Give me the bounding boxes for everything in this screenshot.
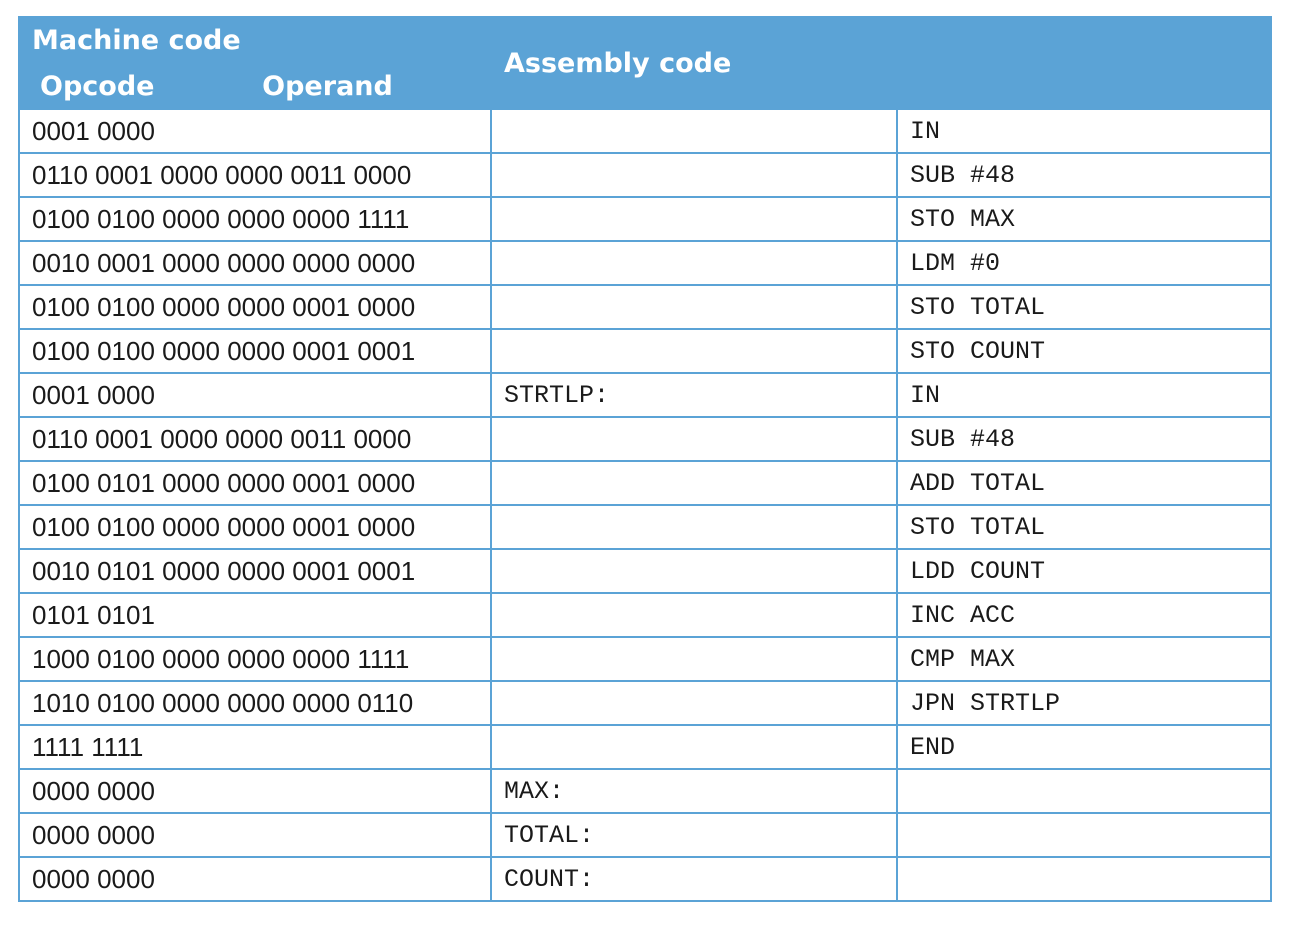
code-table-container: Machine code Assembly code Opcode Operan… <box>18 16 1272 902</box>
table-row: 0100 0100 0000 0000 0001 0000 STO TOTAL <box>18 504 1272 550</box>
table-row: 0001 0000 IN <box>18 108 1272 154</box>
machine-code-cell: 0010 0001 0000 0000 0000 0000 <box>18 240 492 286</box>
machine-code-cell: 0100 0101 0000 0000 0001 0000 <box>18 460 492 506</box>
assembly-label-cell <box>490 328 898 374</box>
machine-code-cell: 0001 0000 <box>18 108 492 154</box>
assembly-label-cell <box>490 416 898 462</box>
table-row: 0100 0100 0000 0000 0000 1111 STO MAX <box>18 196 1272 242</box>
assembly-instruction-cell: INC ACC <box>896 592 1272 638</box>
table-row: 0101 0101 INC ACC <box>18 592 1272 638</box>
assembly-instruction-cell: LDM #0 <box>896 240 1272 286</box>
assembly-label-cell <box>490 592 898 638</box>
assembly-instruction-cell: SUB #48 <box>896 152 1272 198</box>
table-body: 0001 0000 IN 0110 0001 0000 0000 0011 0000… <box>18 108 1272 902</box>
assembly-instruction-cell <box>896 768 1272 814</box>
assembly-label-cell <box>490 460 898 506</box>
machine-code-cell: 1000 0100 0000 0000 0000 1111 <box>18 636 492 682</box>
assembly-label-cell <box>490 108 898 154</box>
machine-code-cell: 0100 0100 0000 0000 0001 0000 <box>18 284 492 330</box>
table-row: 1010 0100 0000 0000 0000 0110 JPN STRTLP <box>18 680 1272 726</box>
assembly-label-cell <box>490 724 898 770</box>
machine-code-cell: 0100 0100 0000 0000 0000 1111 <box>18 196 492 242</box>
assembly-instruction-cell: LDD COUNT <box>896 548 1272 594</box>
table-row: 0010 0101 0000 0000 0001 0001 LDD COUNT <box>18 548 1272 594</box>
table-row: 0000 0000 COUNT: <box>18 856 1272 902</box>
assembly-instruction-cell: JPN STRTLP <box>896 680 1272 726</box>
assembly-label-cell <box>490 152 898 198</box>
assembly-label-cell: STRTLP: <box>490 372 898 418</box>
opcode-header: Opcode <box>18 62 165 110</box>
assembly-code-header: Assembly code <box>490 16 1272 110</box>
assembly-instruction-cell: SUB #48 <box>896 416 1272 462</box>
assembly-instruction-cell: STO TOTAL <box>896 504 1272 550</box>
assembly-label-cell: COUNT: <box>490 856 898 902</box>
assembly-instruction-cell <box>896 812 1272 858</box>
machine-code-cell: 0010 0101 0000 0000 0001 0001 <box>18 548 492 594</box>
assembly-instruction-cell: STO MAX <box>896 196 1272 242</box>
machine-code-cell: 0101 0101 <box>18 592 492 638</box>
assembly-instruction-cell: END <box>896 724 1272 770</box>
machine-code-cell: 1010 0100 0000 0000 0000 0110 <box>18 680 492 726</box>
assembly-label-cell <box>490 548 898 594</box>
table-row: 0100 0100 0000 0000 0001 0001 STO COUNT <box>18 328 1272 374</box>
assembly-label-cell: TOTAL: <box>490 812 898 858</box>
machine-code-cell: 0000 0000 <box>18 812 492 858</box>
machine-code-cell: 0100 0100 0000 0000 0001 0000 <box>18 504 492 550</box>
machine-code-header: Machine code <box>18 16 492 64</box>
machine-code-cell: 0100 0100 0000 0000 0001 0001 <box>18 328 492 374</box>
assembly-label-cell: MAX: <box>490 768 898 814</box>
table-row: 0110 0001 0000 0000 0011 0000 SUB #48 <box>18 416 1272 462</box>
machine-code-cell: 0000 0000 <box>18 768 492 814</box>
assembly-label-cell <box>490 636 898 682</box>
table-row: 1111 1111 END <box>18 724 1272 770</box>
assembly-label-cell <box>490 196 898 242</box>
operand-header: Operand <box>163 62 492 110</box>
table-row: 0010 0001 0000 0000 0000 0000 LDM #0 <box>18 240 1272 286</box>
assembly-instruction-cell <box>896 856 1272 902</box>
machine-assembly-table: Machine code Assembly code Opcode Operan… <box>18 16 1272 902</box>
machine-code-cell: 0110 0001 0000 0000 0011 0000 <box>18 416 492 462</box>
machine-code-cell: 1111 1111 <box>18 724 492 770</box>
table-row: 0001 0000 STRTLP: IN <box>18 372 1272 418</box>
table-row: 0110 0001 0000 0000 0011 0000 SUB #48 <box>18 152 1272 198</box>
table-row: 0000 0000 TOTAL: <box>18 812 1272 858</box>
table-row: 0100 0101 0000 0000 0001 0000 ADD TOTAL <box>18 460 1272 506</box>
machine-code-cell: 0001 0000 <box>18 372 492 418</box>
assembly-label-cell <box>490 680 898 726</box>
assembly-instruction-cell: CMP MAX <box>896 636 1272 682</box>
table-row: 0000 0000 MAX: <box>18 768 1272 814</box>
table-row: 0100 0100 0000 0000 0001 0000 STO TOTAL <box>18 284 1272 330</box>
machine-code-cell: 0000 0000 <box>18 856 492 902</box>
assembly-instruction-cell: STO COUNT <box>896 328 1272 374</box>
assembly-label-cell <box>490 284 898 330</box>
assembly-label-cell <box>490 504 898 550</box>
table-row: 1000 0100 0000 0000 0000 1111 CMP MAX <box>18 636 1272 682</box>
machine-code-cell: 0110 0001 0000 0000 0011 0000 <box>18 152 492 198</box>
assembly-instruction-cell: STO TOTAL <box>896 284 1272 330</box>
assembly-label-cell <box>490 240 898 286</box>
assembly-instruction-cell: IN <box>896 108 1272 154</box>
assembly-instruction-cell: IN <box>896 372 1272 418</box>
assembly-instruction-cell: ADD TOTAL <box>896 460 1272 506</box>
